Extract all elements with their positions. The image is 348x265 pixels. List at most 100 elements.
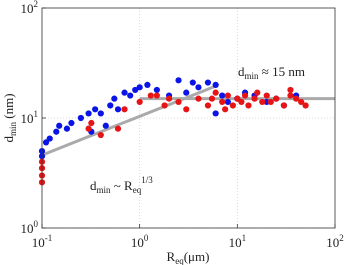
point xyxy=(254,89,261,96)
point xyxy=(56,122,63,129)
point xyxy=(241,92,249,99)
tick-exponent: 2 xyxy=(339,233,344,243)
point xyxy=(287,86,294,94)
tick-base: 10 xyxy=(326,235,339,250)
point xyxy=(183,89,190,96)
point xyxy=(102,122,109,129)
point xyxy=(63,125,71,132)
label-sub: eq xyxy=(175,256,184,265)
point xyxy=(259,98,266,106)
point xyxy=(114,106,122,113)
label-main: R xyxy=(167,249,176,264)
point xyxy=(195,95,202,102)
point xyxy=(280,102,288,109)
tick-exponent: 1 xyxy=(34,109,39,119)
point xyxy=(85,110,92,117)
point xyxy=(251,95,258,102)
y-tick-label: 102 xyxy=(21,0,39,16)
tick-base: 10 xyxy=(21,111,34,126)
y-axis-label: dmin (nm) xyxy=(1,93,18,142)
point xyxy=(42,139,50,146)
point xyxy=(195,84,202,91)
point xyxy=(204,102,212,109)
annotation: dmin ≈ 15 nm xyxy=(238,64,305,81)
point xyxy=(175,77,182,84)
point xyxy=(136,84,143,91)
point xyxy=(46,135,53,142)
label-sub: min xyxy=(8,122,18,137)
annotation: dmin ~ Req1/3 xyxy=(90,175,153,195)
point xyxy=(298,98,305,106)
ann-sub: min xyxy=(97,185,112,195)
ann-sub2: eq xyxy=(133,185,142,195)
point xyxy=(219,98,226,106)
point xyxy=(107,102,114,109)
point xyxy=(224,92,231,99)
point xyxy=(147,92,154,99)
point xyxy=(153,92,160,99)
point xyxy=(212,110,219,117)
point xyxy=(136,98,143,106)
x-axis-label: Req(μm) xyxy=(167,249,210,265)
point xyxy=(219,92,226,99)
x-tick-label: 10-1 xyxy=(32,233,53,250)
point xyxy=(97,131,104,139)
point xyxy=(263,92,270,99)
point xyxy=(53,128,60,135)
point xyxy=(302,102,309,109)
point xyxy=(212,81,219,88)
point xyxy=(121,106,128,113)
label-rest: (μm) xyxy=(184,249,210,264)
point xyxy=(238,98,245,106)
point xyxy=(175,98,182,106)
point xyxy=(114,125,122,132)
plot-frame xyxy=(41,7,336,229)
point xyxy=(204,79,212,86)
ann-sup: 1/3 xyxy=(141,175,153,185)
label-main: d xyxy=(1,136,16,143)
point xyxy=(68,119,75,127)
tick-base: 10 xyxy=(131,235,144,250)
point xyxy=(222,106,229,113)
y-tick-label: 100 xyxy=(21,219,39,236)
point xyxy=(189,79,196,86)
point xyxy=(165,95,173,102)
point xyxy=(208,95,216,102)
ann-rest: ~ R xyxy=(111,178,134,193)
point xyxy=(183,106,190,113)
tick-exponent: -1 xyxy=(45,233,53,243)
point xyxy=(161,102,168,109)
point xyxy=(273,95,280,102)
point xyxy=(97,110,104,117)
tick-exponent: 2 xyxy=(34,0,39,9)
x-tick-label: 100 xyxy=(131,233,149,250)
point xyxy=(267,98,274,106)
point xyxy=(287,92,294,99)
point xyxy=(85,125,92,132)
point xyxy=(153,86,160,94)
point xyxy=(77,114,84,122)
x-tick-label: 102 xyxy=(326,233,344,250)
y-tick-label: 101 xyxy=(21,109,39,126)
tick-base: 10 xyxy=(21,221,34,236)
point xyxy=(127,92,134,99)
x-tick-label: 101 xyxy=(229,233,247,250)
tick-exponent: 1 xyxy=(242,233,247,243)
point xyxy=(92,106,99,113)
point xyxy=(293,95,300,102)
tick-exponent: 0 xyxy=(144,233,149,243)
tick-base: 10 xyxy=(21,1,34,16)
point xyxy=(224,98,231,106)
point xyxy=(245,102,252,109)
point xyxy=(121,89,128,96)
label-rest: (nm) xyxy=(1,93,16,122)
point xyxy=(229,102,236,109)
point xyxy=(111,95,118,102)
ann-main: d xyxy=(90,178,97,193)
point xyxy=(144,81,151,88)
point xyxy=(212,89,219,96)
tick-exponent: 0 xyxy=(34,219,39,229)
ann-main: d xyxy=(238,64,245,79)
